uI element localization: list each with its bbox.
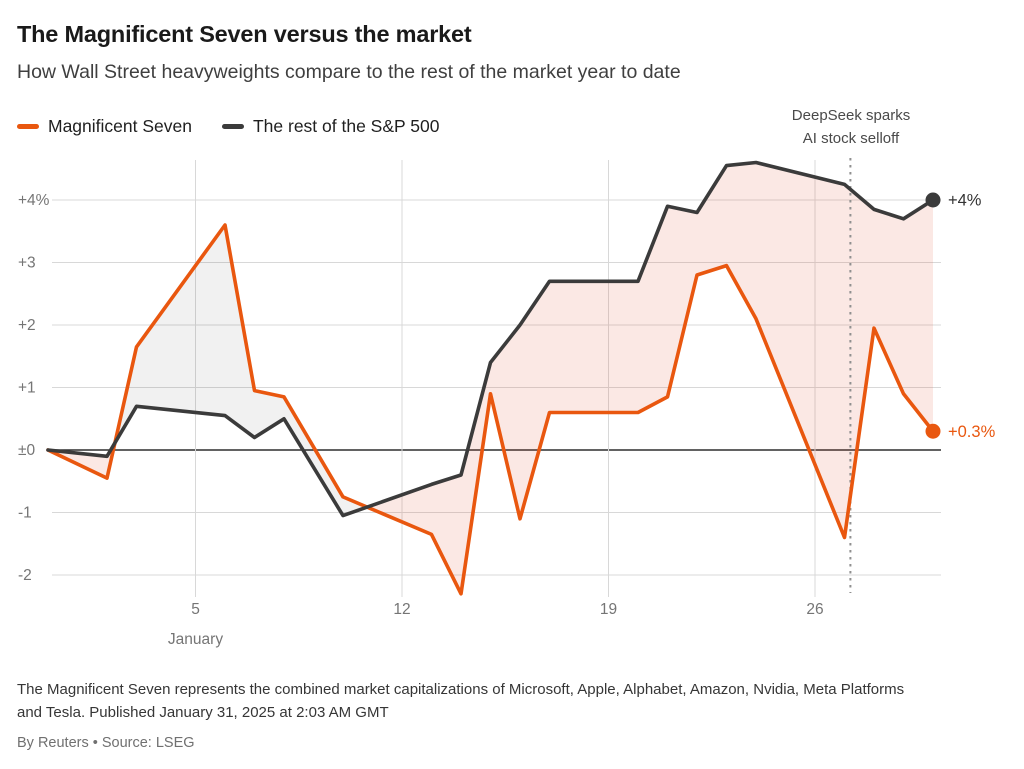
x-axis-labels: 5 12 19 26 January xyxy=(168,601,824,648)
mag7-end-label: +0.3% xyxy=(948,423,996,441)
y-tick-label: +1 xyxy=(18,380,36,397)
x-tick-label: 12 xyxy=(393,601,410,618)
mag7-line xyxy=(46,223,935,596)
x-tick-label: 5 xyxy=(191,601,200,618)
band-rest-above xyxy=(48,442,115,479)
x-tick-label: 26 xyxy=(806,601,823,618)
chart-footnote: The Magnificent Seven represents the com… xyxy=(17,681,905,722)
legend: Magnificent Seven The rest of the S&P 50… xyxy=(17,116,439,137)
y-tick-label: -1 xyxy=(18,505,32,522)
deepseek-annotation-line1: DeepSeek sparks xyxy=(791,107,911,124)
mag7-end-dot xyxy=(925,423,941,439)
x-tick-label: 19 xyxy=(600,601,617,618)
y-tick-label: +3 xyxy=(18,255,36,272)
sp500-end-dot xyxy=(925,192,941,208)
sp500-line-swatch-icon xyxy=(221,124,244,129)
y-tick-label: -2 xyxy=(18,567,32,584)
y-tick-label: +4% xyxy=(18,192,50,209)
v-gridlines xyxy=(195,160,816,597)
y-tick-label: +2 xyxy=(18,317,36,334)
band-mag7-above xyxy=(114,225,368,516)
deepseek-annotation-line2: AI stock selloff xyxy=(802,130,900,148)
deepseek-annotation: DeepSeek sparks AI stock selloff xyxy=(740,104,962,151)
mag7-line-swatch-icon xyxy=(17,124,39,129)
legend-label-sp500: The rest of the S&P 500 xyxy=(252,116,440,136)
bands xyxy=(48,162,934,594)
legend-item-sp500: The rest of the S&P 500 xyxy=(221,116,440,137)
x-axis-title: January xyxy=(168,631,223,648)
chart-subtitle: How Wall Street heavyweights compare to … xyxy=(17,61,681,83)
sp500-end-label: +4% xyxy=(948,192,982,210)
chart-byline: By Reuters • Source: LSEG xyxy=(17,735,195,751)
legend-label-mag7: Magnificent Seven xyxy=(48,116,192,136)
band-rest-above xyxy=(367,162,934,594)
chart-title: The Magnificent Seven versus the market xyxy=(17,21,472,47)
y-tick-label: ±0 xyxy=(18,442,36,459)
y-axis-labels: +4% +3 +2 +1 ±0 -1 -2 xyxy=(18,192,50,584)
legend-item-mag7: Magnificent Seven xyxy=(17,116,192,137)
h-gridlines xyxy=(52,199,941,576)
sp500-line xyxy=(46,160,935,518)
